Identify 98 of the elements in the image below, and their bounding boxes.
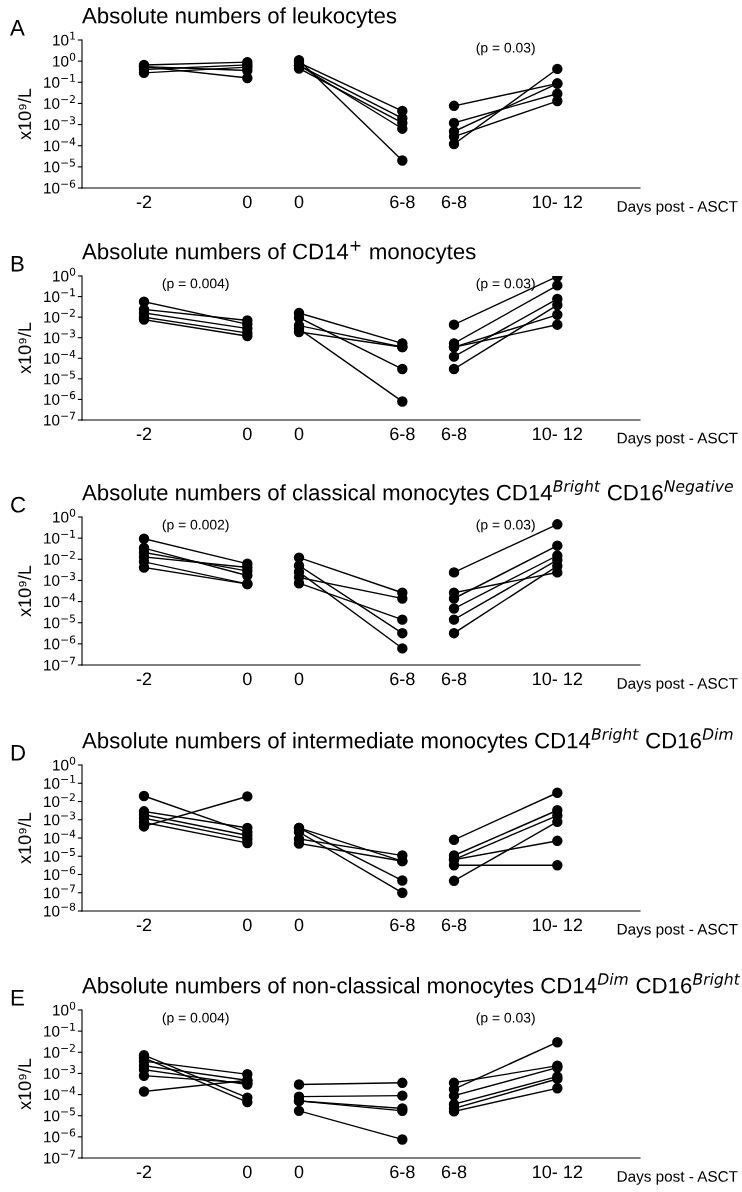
- annotation: (p = 0.004): [162, 278, 229, 292]
- text: E: [11, 990, 24, 1006]
- x-tick-label: 0: [294, 427, 304, 441]
- text: A: [10, 20, 25, 36]
- y-tick-label: 10$^{−2}$: [44, 308, 75, 323]
- y-tick-label: 10$^{−2}$: [44, 95, 75, 109]
- annotation: (p = 0.03): [476, 1012, 535, 1026]
- x-tick-label: 6-8: [441, 195, 467, 209]
- x-axis-title: Days post - ASCT: [617, 200, 738, 215]
- annotation: (p = 0.03): [476, 278, 535, 292]
- chart-title: Absolute numbers of CD14$^{+}$ monocytes: [82, 240, 476, 264]
- x-tick-label: -2: [136, 918, 152, 932]
- y-tick-label: 10$^{−7}$: [44, 656, 75, 671]
- y-tick-label: 10$^{−6}$: [44, 179, 76, 194]
- x-tick-label: 0: [243, 427, 252, 441]
- x-tick-label: 6-8: [390, 918, 415, 932]
- x-axis-title: Days post - ASCT: [617, 432, 738, 447]
- y-tick-label: 10$^{−6}$: [44, 1128, 76, 1143]
- y-tick-label: 10$^{−3}$: [44, 116, 76, 131]
- y-tick-label: 10$^{−5}$: [44, 1107, 75, 1122]
- x-tick-label: 10- 12: [533, 195, 583, 209]
- x-tick-label: 0: [243, 1165, 252, 1179]
- x-tick-label: 0: [294, 918, 304, 932]
- y-tick-label: 10$^{−6}$: [44, 866, 76, 881]
- y-tick-label: 10$^{−5}$: [44, 614, 75, 629]
- text: C: [11, 496, 26, 513]
- y-tick-label: 10$^{−4}$: [44, 829, 76, 844]
- text: D: [11, 745, 25, 761]
- y-tick-label: 10$^{−1}$: [44, 529, 75, 544]
- y-tick-label: 10$^{−5}$: [44, 370, 75, 385]
- y-tick-label: 10$^{−1}$: [44, 74, 75, 88]
- y-tick-label: 10$^{−3}$: [44, 1065, 76, 1079]
- annotation: (p = 0.03): [476, 519, 535, 533]
- y-tick-label: 10$^{−7}$: [44, 884, 75, 899]
- x-tick-label: 0: [294, 1165, 304, 1179]
- x-tick-label: 0: [243, 918, 252, 932]
- y-tick-label: 10$^{0}$: [53, 1001, 76, 1016]
- y-tick-label: 10$^{−1}$: [44, 1022, 75, 1037]
- x-tick-label: 6-8: [390, 195, 415, 209]
- y-tick-label: 10$^{0}$: [53, 508, 76, 523]
- y-tick-label: 10$^{−3}$: [44, 811, 76, 826]
- y-tick-label: 10$^{−8}$: [44, 902, 76, 917]
- x-tick-label: -2: [136, 672, 152, 686]
- x-tick-label: -2: [136, 427, 152, 441]
- x-tick-label: 6-8: [441, 918, 467, 932]
- y-tick-label: 10$^{−7}$: [44, 1149, 75, 1164]
- chart-title: Absolute numbers of intermediate monocytes CD14$^{Bright}$ CD16$^{Dim}$: [82, 727, 733, 753]
- chart-title: Absolute numbers of classical monocytes CD14$^{Bright}$ CD16$^{Negative}$: [82, 479, 733, 505]
- y-tick-label: 10$^{−5}$: [44, 158, 75, 173]
- y-tick-label: 10$^{−4}$: [44, 137, 76, 152]
- chart-title: Absolute numbers of non-classical monocytes CD14$^{Dim}$ CD16$^{Bright}$: [82, 972, 741, 998]
- x-tick-label: 0: [243, 672, 252, 686]
- y-axis-title: x10⁹/L: [17, 565, 32, 617]
- x-tick-label: 10- 12: [533, 918, 583, 932]
- x-tick-label: 0: [294, 195, 304, 209]
- annotation: (p = 0.002): [162, 519, 229, 533]
- x-tick-label: -2: [136, 1165, 152, 1179]
- y-tick-label: 10$^{−4}$: [44, 1086, 76, 1101]
- y-tick-label: 10$^{−5}$: [44, 848, 75, 862]
- text: B: [11, 256, 24, 272]
- y-tick-label: 10$^{1}$: [53, 31, 75, 46]
- x-tick-label: 6-8: [390, 427, 415, 441]
- annotation: (p = 0.03): [476, 42, 535, 56]
- y-tick-label: 10$^{−2}$: [44, 1043, 75, 1058]
- x-tick-label: 10- 12: [533, 427, 583, 441]
- x-tick-label: 6-8: [390, 1165, 415, 1179]
- y-tick-label: 10$^{−1}$: [44, 288, 75, 303]
- y-tick-label: 10$^{−4}$: [44, 593, 76, 608]
- y-tick-label: 10$^{−3}$: [44, 329, 76, 344]
- x-tick-label: 6-8: [390, 672, 415, 686]
- y-tick-label: 10$^{0}$: [53, 756, 76, 771]
- x-tick-label: 0: [294, 672, 304, 686]
- y-tick-label: 10$^{−4}$: [44, 350, 76, 364]
- y-tick-label: 10$^{−2}$: [44, 793, 75, 808]
- y-axis-title: x10⁹/L: [17, 322, 32, 374]
- y-tick-label: 10$^{0}$: [53, 52, 76, 67]
- y-tick-label: 10$^{−3}$: [44, 572, 76, 586]
- x-tick-label: 10- 12: [533, 1165, 583, 1179]
- y-tick-label: 10$^{−1}$: [44, 775, 75, 789]
- y-axis-title: x10⁹/L: [17, 88, 32, 140]
- y-axis-title: x10⁹/L: [17, 1058, 32, 1110]
- y-tick-label: 10$^{−6}$: [44, 391, 76, 405]
- y-tick-label: 10$^{−7}$: [44, 411, 75, 426]
- x-tick-label: 6-8: [441, 672, 467, 686]
- y-tick-label: 10$^{−6}$: [44, 635, 76, 650]
- x-tick-label: 6-8: [441, 427, 467, 441]
- x-tick-label: 10- 12: [533, 672, 583, 686]
- x-tick-label: 6-8: [441, 1165, 467, 1179]
- annotation: (p = 0.004): [162, 1012, 229, 1026]
- x-tick-label: -2: [136, 195, 152, 209]
- x-axis-title: Days post - ASCT: [617, 677, 738, 692]
- x-tick-label: 0: [243, 195, 252, 209]
- x-axis-title: Days post - ASCT: [617, 923, 738, 938]
- y-tick-label: 10$^{−2}$: [44, 550, 75, 565]
- y-axis-title: x10⁹/L: [17, 812, 32, 864]
- y-tick-label: 10$^{0}$: [53, 267, 76, 282]
- chart-title: Absolute numbers of leukocytes: [82, 7, 397, 28]
- x-axis-title: Days post - ASCT: [617, 1170, 738, 1185]
